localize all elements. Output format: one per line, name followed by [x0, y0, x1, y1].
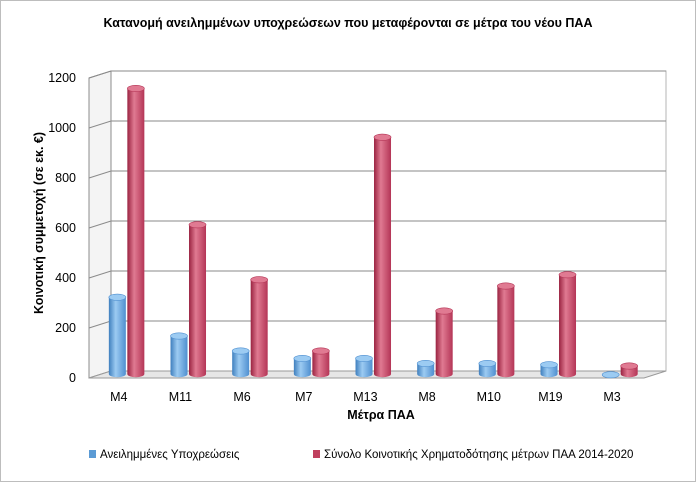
y-tick-label: 1000	[48, 121, 76, 135]
bar-body	[312, 351, 330, 378]
y-tick-label: 0	[69, 371, 76, 385]
bar-body	[417, 363, 435, 378]
bar-body	[374, 137, 392, 378]
bar-top	[620, 362, 638, 370]
bar-body	[478, 363, 496, 378]
bar-top	[558, 271, 577, 279]
bars	[108, 85, 638, 379]
bar-body	[250, 279, 268, 378]
bar-top	[478, 359, 497, 367]
x-axis-title: Μέτρα ΠΑΑ	[347, 408, 415, 422]
x-tick-label: M8	[418, 390, 435, 404]
gridline	[88, 270, 666, 279]
bar	[127, 85, 145, 378]
gridline	[88, 70, 666, 79]
x-tick-label: M11	[169, 390, 192, 404]
y-tick-label: 200	[55, 321, 76, 335]
legend-label: Ανειλημμένες Υποχρεώσεις	[100, 449, 240, 461]
bar-top	[108, 293, 127, 301]
bar-top	[231, 347, 250, 355]
bar-body	[559, 274, 577, 378]
bar	[108, 293, 127, 378]
bar	[231, 347, 250, 378]
bar-body	[189, 224, 207, 378]
bar	[293, 354, 312, 378]
x-tick-label: M3	[603, 390, 620, 404]
bar-body	[170, 336, 188, 378]
x-tick-label: M7	[295, 390, 312, 404]
bar	[416, 359, 435, 378]
y-axis-title: Κοινοτική συμμετοχή (σε εκ. €)	[32, 132, 46, 314]
chart-title: Κατανομή ανειλημμένων υποχρεώσεων που με…	[103, 16, 592, 30]
gridline	[88, 170, 666, 179]
legend-label: Σύνολο Κοινοτικής Χρηματοδότησης μέτρων …	[324, 449, 633, 461]
bar-top	[312, 347, 330, 355]
x-tick-label: M4	[110, 390, 127, 404]
bar-top	[497, 282, 515, 290]
bar	[497, 282, 515, 378]
bar-body	[293, 358, 311, 378]
bar	[601, 371, 620, 379]
legend-swatch	[89, 450, 96, 458]
bar	[620, 362, 638, 378]
x-tick-labels: M4 M11 M6 M7 M13 M8 M10 M19 M3	[110, 390, 621, 404]
x-tick-label: M6	[233, 390, 250, 404]
legend-item: Ανειλημμένες Υποχρεώσεις	[89, 449, 240, 461]
bar-top	[293, 354, 312, 362]
bar-top	[355, 354, 373, 362]
gridline	[88, 220, 666, 229]
bar-top	[188, 221, 207, 229]
bar	[312, 347, 330, 378]
bar-body	[355, 358, 373, 378]
bar	[435, 307, 453, 378]
x-tick-label: M19	[538, 390, 562, 404]
bar-body	[435, 311, 453, 378]
gridline	[88, 120, 666, 129]
legend-item: Σύνολο Κοινοτικής Χρηματοδότησης μέτρων …	[313, 449, 633, 461]
bar-body	[127, 88, 145, 378]
bar	[250, 276, 268, 378]
bar-body	[108, 297, 126, 378]
y-tick-label: 400	[55, 271, 76, 285]
bar-body	[540, 364, 558, 378]
bar-top	[250, 276, 268, 284]
bar-body	[497, 286, 515, 378]
bar	[355, 354, 373, 378]
y-tick-labels: 0 200 400 600 800 1000 1200	[48, 71, 76, 385]
y-tick-label: 1200	[48, 71, 76, 85]
y-tick-label: 600	[55, 221, 76, 235]
legend-swatch	[313, 450, 320, 458]
bar-top	[601, 371, 620, 379]
bar	[540, 361, 558, 378]
bar-top	[540, 361, 558, 369]
legend: Ανειλημμένες Υποχρεώσεις Σύνολο Κοινοτική…	[89, 449, 633, 461]
bar-top	[127, 85, 145, 93]
bar	[558, 271, 577, 378]
bar-top	[170, 332, 188, 340]
x-tick-label: M13	[353, 390, 377, 404]
x-tick-label: M10	[477, 390, 501, 404]
bar-body	[232, 351, 250, 378]
bar-top	[435, 307, 453, 315]
bar-top	[416, 359, 435, 367]
bar	[373, 133, 392, 378]
bar	[188, 221, 207, 378]
bar	[478, 359, 497, 378]
y-tick-label: 800	[55, 171, 76, 185]
bar-top	[373, 133, 392, 141]
bar	[170, 332, 188, 378]
